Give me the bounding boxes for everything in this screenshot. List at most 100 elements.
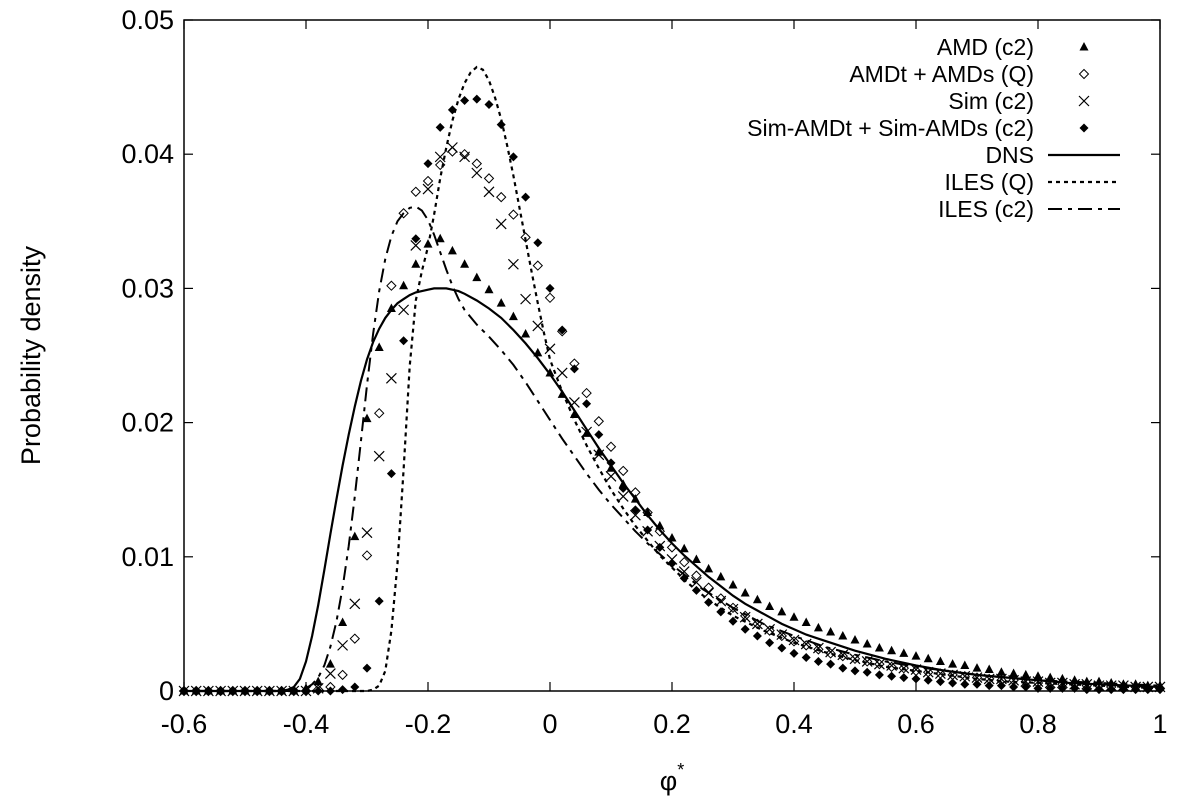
- data-point: [1009, 668, 1019, 678]
- series-4: [184, 287, 1161, 693]
- data-point: [398, 208, 409, 219]
- data-point: [776, 630, 788, 642]
- data-point: [752, 631, 762, 641]
- data-point: [690, 576, 702, 588]
- data-point: [765, 638, 775, 648]
- x-tick-label: 0.4: [775, 709, 813, 739]
- x-tick-label: 0.6: [897, 709, 935, 739]
- data-point: [899, 648, 909, 657]
- legend-label: ILES (Q): [945, 169, 1034, 195]
- data-point: [630, 505, 640, 515]
- legend: AMD (c2)AMDt + AMDs (Q)Sim (c2)Sim-AMDt …: [747, 34, 1120, 222]
- data-point: [667, 559, 677, 569]
- data-point: [410, 240, 422, 251]
- data-point: [826, 659, 836, 669]
- data-point: [813, 622, 823, 632]
- legend-label: Sim (c2): [948, 88, 1034, 114]
- data-point: [459, 151, 471, 163]
- data-point: [948, 678, 958, 688]
- data-point: [704, 563, 714, 573]
- legend-swatch: [1079, 42, 1089, 51]
- data-point: [899, 673, 909, 683]
- data-point: [446, 142, 458, 153]
- data-point: [557, 325, 567, 335]
- data-point: [935, 656, 945, 665]
- data-point: [1033, 671, 1043, 680]
- data-point: [569, 364, 579, 374]
- data-point: [544, 292, 556, 304]
- data-point: [411, 234, 421, 244]
- data-point: [838, 663, 848, 673]
- data-point: [728, 579, 738, 589]
- data-point: [373, 407, 385, 419]
- data-point: [508, 152, 518, 162]
- data-point: [338, 617, 348, 627]
- data-point: [472, 272, 482, 282]
- data-point: [447, 146, 458, 157]
- data-point: [398, 304, 410, 316]
- data-point: [399, 280, 409, 290]
- data-point: [837, 650, 849, 662]
- data-point: [887, 645, 897, 655]
- data-point: [813, 644, 824, 655]
- data-point: [972, 679, 982, 689]
- data-point: [350, 682, 360, 692]
- data-point: [459, 148, 470, 160]
- series-line: [184, 65, 1161, 693]
- data-point: [655, 542, 665, 552]
- data-point: [545, 283, 555, 293]
- data-point: [374, 342, 384, 351]
- data-point: [582, 399, 592, 409]
- data-point: [386, 280, 397, 291]
- data-point: [545, 367, 555, 377]
- data-point: [435, 122, 445, 132]
- data-point: [508, 311, 518, 321]
- data-point: [472, 94, 482, 104]
- data-point: [850, 666, 860, 676]
- data-point: [399, 336, 409, 346]
- data-point: [411, 259, 421, 268]
- data-point: [460, 259, 470, 268]
- data-point: [349, 598, 361, 610]
- data-point: [1021, 682, 1031, 692]
- legend-label: AMD (c2): [937, 34, 1034, 60]
- data-point: [617, 465, 629, 477]
- data-point: [484, 100, 494, 110]
- data-point: [1009, 682, 1019, 692]
- legend-swatch: [1079, 123, 1089, 133]
- data-point: [739, 610, 751, 622]
- data-point: [678, 556, 690, 568]
- data-point: [996, 681, 1006, 691]
- series-line: [184, 287, 1161, 693]
- data-point: [496, 298, 506, 307]
- data-point: [861, 656, 873, 667]
- data-point: [471, 167, 483, 179]
- series-2: [178, 142, 1166, 697]
- legend-swatch: [1078, 68, 1090, 80]
- data-point: [460, 96, 470, 106]
- data-point: [898, 662, 910, 674]
- data-point: [935, 677, 945, 687]
- legend-swatch: [1078, 95, 1090, 107]
- x-tick-label: 1: [1152, 709, 1167, 739]
- data-point: [850, 635, 860, 644]
- data-point: [691, 570, 702, 581]
- data-point: [434, 159, 446, 171]
- data-point: [325, 659, 335, 668]
- data-point: [520, 232, 531, 243]
- data-point: [789, 612, 799, 621]
- axis-ticks: -0.6 -0.4 -0.2 0 0.2 0.4 0.6 0.8 1 0 0.01 0.02 0.03 0…: [121, 5, 1167, 739]
- data-point: [1106, 685, 1116, 695]
- data-point: [777, 606, 787, 616]
- data-point: [386, 469, 396, 479]
- data-point: [984, 681, 994, 691]
- legend-label: DNS: [985, 142, 1034, 168]
- data-point: [826, 626, 836, 636]
- data-point: [740, 588, 750, 597]
- data-point: [313, 676, 323, 686]
- data-point: [581, 387, 592, 399]
- data-point: [361, 527, 373, 539]
- data-point: [923, 675, 933, 685]
- data-point: [887, 671, 897, 681]
